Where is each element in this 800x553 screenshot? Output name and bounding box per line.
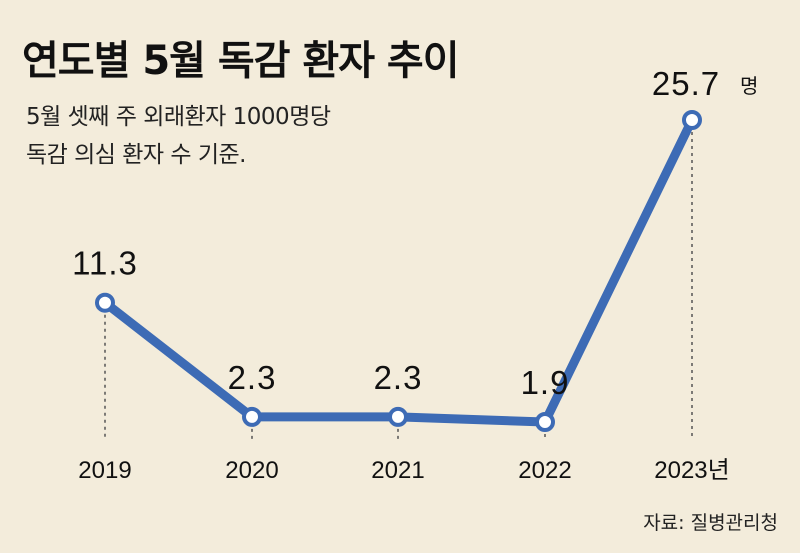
data-point-2020 <box>242 406 262 427</box>
data-point-2019 <box>95 292 115 313</box>
data-label-2019: 11.3 <box>72 245 138 282</box>
subtitle-line-2: 독감 의심 환자 수 기준. <box>26 142 246 168</box>
subtitle-line-1: 5월 셋째 주 외래환자 1000명당 <box>26 104 331 130</box>
data-point-2023 <box>682 110 702 130</box>
data-label-2023: 25.7 <box>652 65 720 102</box>
x-tick-label-2019: 2019 <box>78 457 131 484</box>
data-point-2021 <box>388 406 408 427</box>
chart-title: 연도별 5월 독감 환자 추이 <box>22 38 460 84</box>
data-label-2022: 1.9 <box>521 364 570 401</box>
x-tick-label-2021: 2021 <box>371 457 424 484</box>
x-tick-label-2020: 2020 <box>225 457 278 484</box>
data-label-unit: 명 <box>740 74 758 98</box>
x-tick-label-2023: 2023년 <box>654 457 729 484</box>
source-note: 자료: 질병관리청 <box>643 512 778 534</box>
data-point-2022 <box>535 412 555 432</box>
x-tick-label-2022: 2022 <box>518 457 571 484</box>
data-label-2020: 2.3 <box>228 359 277 396</box>
data-label-2021: 2.3 <box>374 359 423 396</box>
chart-subtitle: 5월 셋째 주 외래환자 1000명당 독감 의심 환자 수 기준. <box>26 98 331 174</box>
